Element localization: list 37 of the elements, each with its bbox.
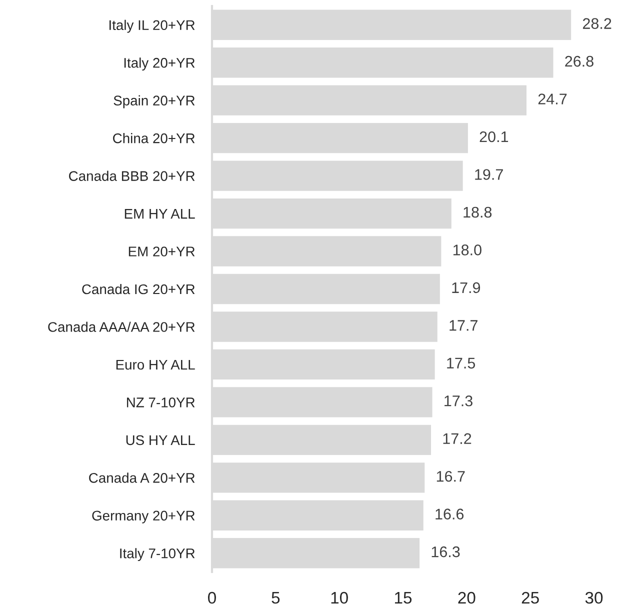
x-tick-label: 0 bbox=[208, 592, 216, 604]
y-tick-label: Italy IL 20+YR bbox=[110, 20, 195, 33]
y-tick-label: EM HY ALL bbox=[124, 209, 195, 219]
x-tick-label: 30 bbox=[585, 592, 603, 604]
data-label: 18.0 bbox=[453, 244, 482, 256]
y-tick-label: Euro HY ALL bbox=[116, 360, 195, 370]
x-tick-label: 10 bbox=[331, 592, 348, 604]
data-label: 17.7 bbox=[450, 320, 478, 331]
y-tick-label: NZ 7-10YR bbox=[127, 398, 195, 408]
y-tick-label: EM 20+YR bbox=[128, 246, 195, 256]
data-label: 17.2 bbox=[443, 433, 472, 444]
x-tick-label: 20 bbox=[458, 592, 476, 604]
x-tick-label: 15 bbox=[395, 592, 412, 604]
data-label: 17.9 bbox=[452, 282, 480, 294]
data-label: 17.3 bbox=[444, 395, 472, 406]
data-label: 28.2 bbox=[582, 18, 612, 29]
data-label: 16.6 bbox=[436, 508, 464, 520]
y-tick-label: China 20+YR bbox=[113, 133, 195, 144]
y-tick-label: Spain 20+YR bbox=[114, 95, 195, 108]
data-label: 24.7 bbox=[538, 94, 567, 104]
data-label: 17.5 bbox=[447, 358, 476, 369]
y-tick-label: Canada BBB 20+YR bbox=[69, 170, 195, 181]
data-label: 16.3 bbox=[432, 546, 460, 558]
y-tick-label: Canada IG 20+YR bbox=[82, 284, 195, 294]
y-tick-label: US HY ALL bbox=[126, 435, 195, 446]
y-tick-label: Germany 20+YR bbox=[92, 510, 195, 524]
data-label: 16.7 bbox=[436, 470, 465, 482]
y-tick-label: Italy 7-10YR bbox=[120, 548, 195, 562]
data-label: 26.8 bbox=[565, 56, 594, 67]
x-tick-label: 5 bbox=[272, 592, 280, 604]
y-tick-label: Canada AAA/AA 20+YR bbox=[48, 322, 195, 332]
data-label: 20.1 bbox=[480, 131, 508, 142]
data-label: 18.8 bbox=[464, 206, 492, 218]
y-tick-label: Canada A 20+YR bbox=[89, 472, 195, 483]
data-label: 19.7 bbox=[475, 169, 503, 180]
y-tick-label: Italy 20+YR bbox=[124, 58, 195, 71]
x-tick-label: 25 bbox=[522, 592, 539, 604]
